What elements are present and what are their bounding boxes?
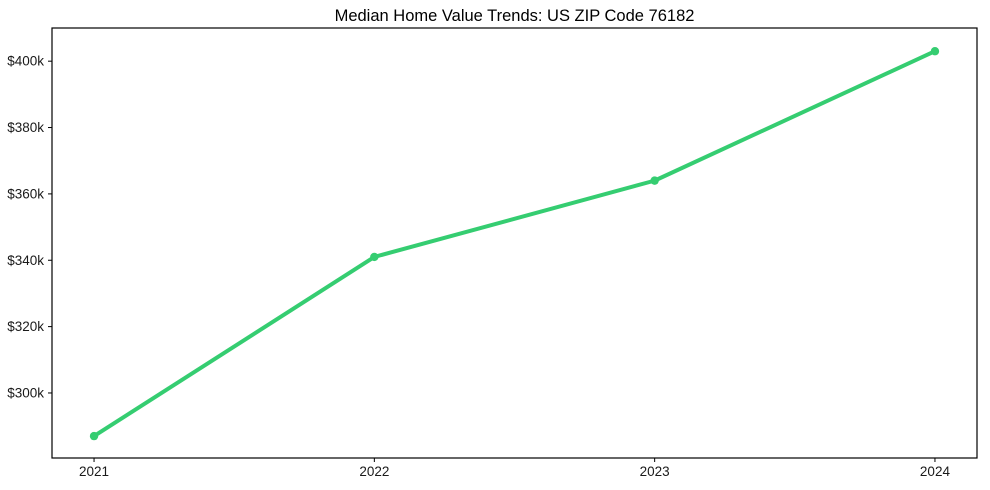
plot-border — [51, 27, 978, 459]
y-axis-tick-label: $320k — [7, 319, 44, 334]
x-axis-tick-label: 2024 — [920, 464, 951, 479]
data-point-marker — [930, 47, 940, 56]
y-axis-tick-label: $400k — [7, 54, 44, 69]
chart-title: Median Home Value Trends: US ZIP Code 76… — [334, 7, 695, 25]
trend-line — [92, 49, 937, 439]
data-point-marker — [370, 252, 379, 262]
data-point-marker — [89, 431, 99, 441]
x-axis-tick-label: 2023 — [640, 464, 670, 479]
y-axis-tick-label: $300k — [7, 385, 44, 400]
x-axis-tick-label: 2021 — [79, 464, 109, 479]
y-axis-tick-label: $380k — [7, 120, 44, 135]
data-point-marker — [650, 176, 659, 185]
y-axis-tick-label: $340k — [7, 253, 44, 268]
x-axis-tick-label: 2022 — [359, 464, 389, 479]
y-axis-tick-label: $360k — [7, 186, 44, 201]
